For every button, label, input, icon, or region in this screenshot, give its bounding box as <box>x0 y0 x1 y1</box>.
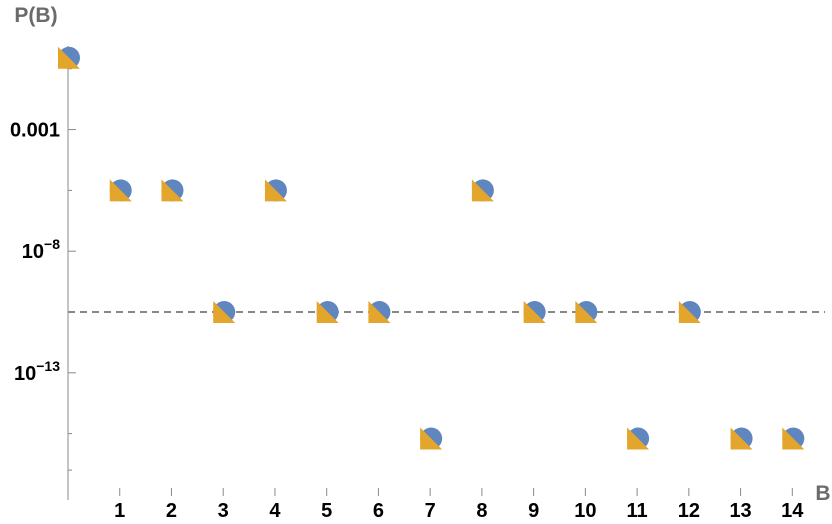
triangle-point <box>523 301 546 323</box>
x-axis-title: B <box>815 482 830 505</box>
triangle-point <box>782 427 805 450</box>
x-ticks: 1 2 3 4 5 6 7 8 9 10 11 12 13 14 <box>114 488 804 522</box>
x-tick-label: 5 <box>321 500 332 522</box>
x-tick-label: 2 <box>166 500 177 522</box>
triangle-point <box>627 427 650 450</box>
triangle-point <box>264 179 287 202</box>
x-tick-label: 3 <box>218 500 229 522</box>
triangle-point <box>368 301 391 323</box>
y-tick-label: 10−8 <box>22 236 60 263</box>
y-tick-label: 0.001 <box>10 120 60 142</box>
x-tick-label: 11 <box>627 500 648 522</box>
data-points <box>58 46 805 450</box>
triangle-point <box>213 301 236 323</box>
x-tick-label: 6 <box>373 500 384 522</box>
x-tick-label: 13 <box>729 500 751 522</box>
triangle-point <box>58 46 80 69</box>
triangle-point <box>316 301 339 323</box>
x-tick-label: 8 <box>476 500 487 522</box>
triangle-point <box>109 179 132 202</box>
x-tick-label: 9 <box>528 500 539 522</box>
x-tick-label: 10 <box>574 500 596 522</box>
triangle-point <box>575 301 598 323</box>
triangle-point <box>678 301 701 323</box>
x-tick-label: 1 <box>114 500 125 522</box>
x-tick-label: 14 <box>781 500 804 522</box>
x-tick-label: 4 <box>269 500 281 522</box>
triangle-point <box>161 179 184 202</box>
x-tick-label: 12 <box>678 500 700 522</box>
triangle-point <box>420 427 443 450</box>
x-tick-label: 7 <box>425 500 436 522</box>
y-axis-title: P(B) <box>14 4 57 27</box>
y-tick-label: 10−13 <box>14 358 60 385</box>
triangle-point <box>471 179 494 202</box>
triangle-point <box>730 427 753 450</box>
y-ticks: 0.001 10−8 10−13 <box>10 68 76 471</box>
